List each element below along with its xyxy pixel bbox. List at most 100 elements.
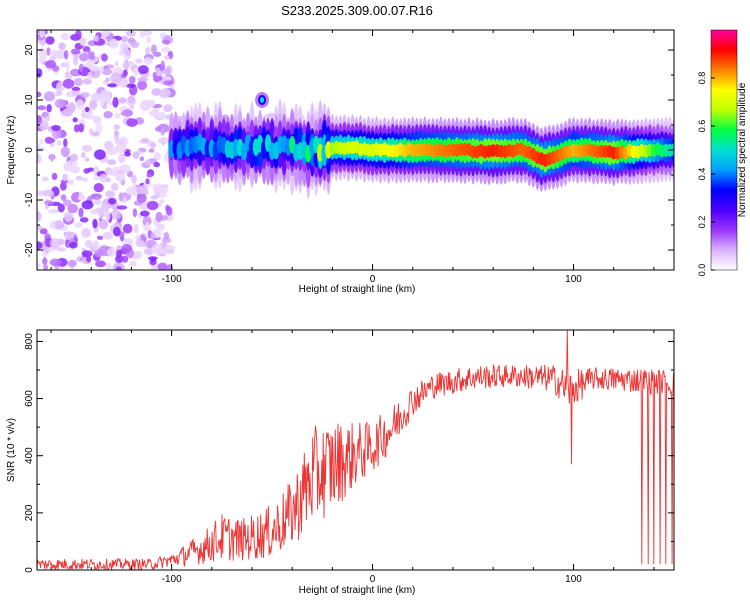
noise-speckle [110, 210, 122, 220]
noise-speckle [37, 241, 43, 250]
noise-speckle [91, 92, 101, 103]
secondary-blob [260, 97, 265, 103]
colorbar-tick-label: 0.2 [697, 216, 707, 229]
noise-speckle [44, 115, 51, 122]
noise-speckle [37, 105, 46, 111]
noise-speckle [49, 220, 56, 229]
noise-speckle [155, 211, 163, 223]
noise-speckle [43, 264, 49, 270]
noise-speckle [119, 41, 129, 52]
noise-speckle [101, 68, 113, 76]
noise-speckle [160, 127, 166, 136]
noise-speckle [37, 146, 45, 152]
noise-speckle [144, 248, 154, 256]
noise-speckle [117, 153, 126, 164]
noise-speckle [42, 257, 48, 266]
noise-speckle [132, 182, 137, 193]
colorbar-tick-label: 0.8 [697, 72, 707, 85]
noise-speckle [87, 71, 93, 81]
y-tick-label: 0 [24, 147, 35, 153]
spectrogram-y-ticks: -20 -10 0 10 20 [24, 44, 674, 257]
colorbar-ticks: 0.0 0.2 0.4 0.6 0.8 [697, 72, 715, 276]
y-tick-label: 10 [24, 94, 35, 106]
noise-speckle [163, 104, 173, 113]
noise-speckle [39, 139, 44, 145]
noise-speckle [51, 172, 58, 181]
noise-speckle [153, 161, 160, 168]
noise-speckle [153, 151, 162, 161]
noise-speckle [139, 32, 146, 39]
noise-speckle [106, 177, 111, 183]
noise-speckle [105, 77, 110, 82]
noise-speckle [64, 211, 73, 222]
noise-speckle [120, 111, 130, 116]
noise-speckle [86, 255, 92, 263]
noise-speckle [55, 90, 63, 97]
noise-speckle [89, 100, 98, 110]
noise-speckle [145, 221, 150, 231]
noise-speckle [129, 260, 137, 267]
noise-speckle [87, 50, 93, 61]
noise-speckle [138, 65, 149, 75]
noise-speckle [62, 173, 68, 182]
noise-speckle [112, 96, 119, 108]
noise-speckle [63, 50, 69, 60]
noise-speckle [101, 53, 108, 62]
noise-speckle [123, 49, 132, 60]
noise-speckle [151, 88, 162, 96]
noise-speckle [51, 125, 61, 131]
noise-speckle [146, 100, 156, 108]
noise-speckle [132, 208, 138, 218]
noise-speckle [39, 40, 47, 45]
noise-speckle [67, 102, 76, 113]
noise-speckle [114, 173, 126, 182]
snr-marks [37, 330, 674, 570]
noise-speckle [99, 66, 105, 73]
noise-speckle [99, 89, 111, 101]
noise-speckle [150, 232, 156, 240]
noise-speckle [91, 209, 99, 215]
noise-speckle [104, 190, 116, 198]
noise-speckle [145, 46, 151, 55]
noise-speckle [82, 46, 91, 53]
noise-speckle [79, 37, 87, 46]
faint-speckle [267, 112, 276, 119]
noise-speckle [71, 48, 81, 55]
x-tick-label: 0 [370, 274, 376, 285]
snr-x-axis-label: Height of straight line (km) [299, 585, 416, 596]
noise-speckle [37, 115, 43, 125]
y-tick-label: 0 [24, 567, 35, 573]
noise-speckle [146, 173, 152, 178]
noise-speckle [86, 59, 95, 69]
noise-speckle [150, 44, 157, 55]
noise-speckle [150, 141, 157, 149]
noise-speckle [136, 193, 147, 203]
noise-speckle [79, 217, 89, 223]
noise-speckle [133, 250, 143, 259]
noise-speckle [45, 60, 57, 69]
noise-speckle [122, 61, 131, 70]
x-tick-label: -100 [162, 574, 182, 585]
noise-speckle [162, 80, 174, 86]
noise-speckle [132, 151, 140, 159]
noise-speckle [163, 232, 170, 240]
noise-speckle [159, 88, 172, 98]
noise-speckle [95, 123, 103, 134]
noise-speckle [56, 140, 62, 146]
noise-speckle [79, 53, 89, 62]
noise-speckle [78, 207, 84, 218]
y-tick-label: 600 [24, 390, 35, 407]
noise-speckle [119, 49, 124, 56]
noise-speckle [93, 35, 100, 43]
noise-speckle [109, 38, 119, 49]
noise-speckle [74, 124, 80, 133]
noise-speckle [47, 138, 56, 143]
colorbar-label: Normalized spectral amplitude [737, 82, 748, 217]
noise-speckle [69, 241, 78, 249]
snr-plot-area [37, 330, 674, 570]
noise-speckle [92, 218, 98, 229]
noise-speckle [165, 204, 170, 212]
noise-speckle [37, 211, 42, 222]
snr-panel: -100 0 100 0 200 400 600 800 Height of straigh… [6, 329, 675, 596]
noise-speckle [144, 57, 153, 65]
